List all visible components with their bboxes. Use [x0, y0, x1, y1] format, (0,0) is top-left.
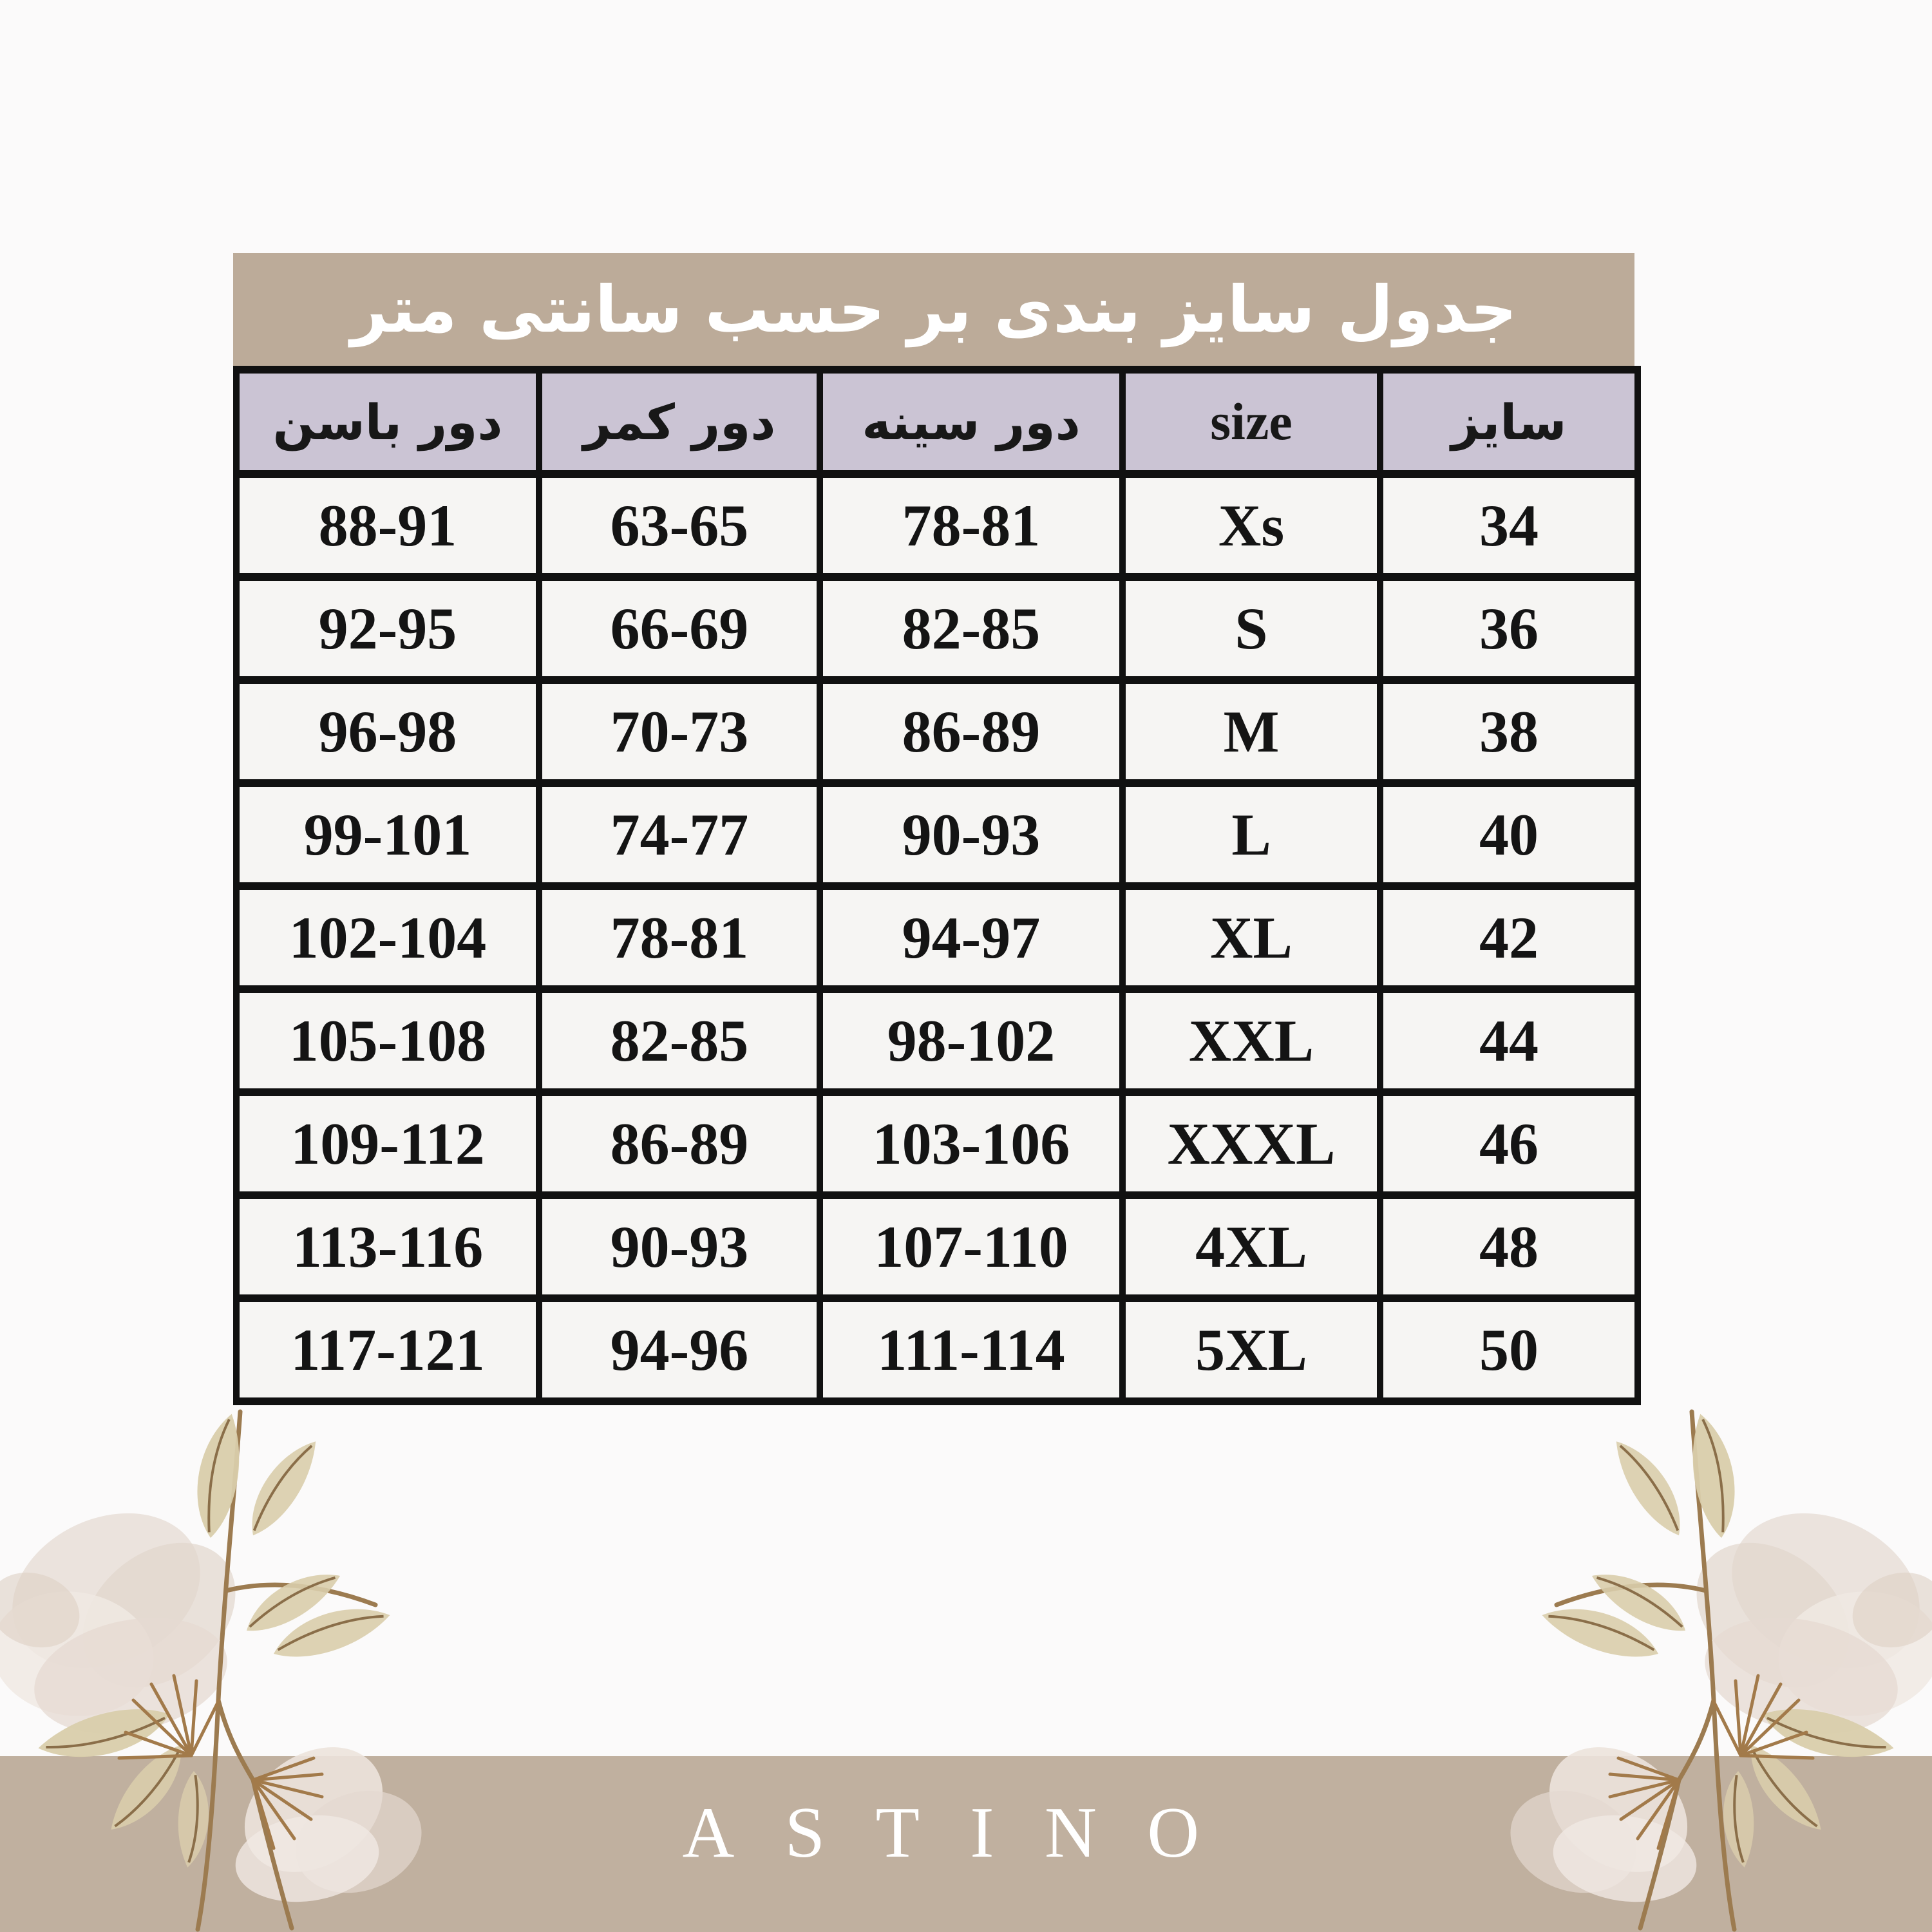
cell-chest: 90-93 [817, 779, 1126, 890]
cell-hips: 113-116 [233, 1191, 542, 1302]
cell-size_en: L [1119, 779, 1383, 890]
cell-size_en: S [1119, 573, 1383, 684]
cell-waist: 63-65 [536, 470, 823, 581]
cell-chest: 103-106 [817, 1088, 1126, 1199]
cell-waist: 94-96 [536, 1294, 823, 1405]
cell-size_fa: 38 [1377, 676, 1641, 787]
cell-size_en: XXXL [1119, 1088, 1383, 1199]
cell-hips: 88-91 [233, 470, 542, 581]
cell-size_fa: 50 [1377, 1294, 1641, 1405]
column-header-waist: دور کمر [536, 366, 823, 478]
table-row: 88-91 63-65 78-81 Xs 34 [233, 470, 1641, 581]
cell-size_fa: 34 [1377, 470, 1641, 581]
cell-hips: 99-101 [233, 779, 542, 890]
cell-size_fa: 48 [1377, 1191, 1641, 1302]
cell-size_en: 4XL [1119, 1191, 1383, 1302]
table-row: 113-116 90-93 107-110 4XL 48 [233, 1191, 1641, 1302]
column-header-hips: دور باسن [233, 366, 542, 478]
cell-hips: 109-112 [233, 1088, 542, 1199]
column-header-size_fa: سایز [1377, 366, 1641, 478]
cell-size_en: 5XL [1119, 1294, 1383, 1405]
brand-logo: ASTINO [682, 1793, 1250, 1873]
cell-size_fa: 42 [1377, 882, 1641, 993]
cell-waist: 90-93 [536, 1191, 823, 1302]
cell-size_fa: 44 [1377, 985, 1641, 1096]
table-row: 92-95 66-69 82-85 S 36 [233, 573, 1641, 684]
table-row: 96-98 70-73 86-89 M 38 [233, 676, 1641, 787]
cell-waist: 82-85 [536, 985, 823, 1096]
cell-hips: 117-121 [233, 1294, 542, 1405]
table-row: 117-121 94-96 111-114 5XL 50 [233, 1294, 1641, 1405]
cell-chest: 98-102 [817, 985, 1126, 1096]
flower-petals [0, 1513, 422, 1902]
table-body: 88-91 63-65 78-81 Xs 34 92-95 66-69 82-85 S 36 96-… [233, 470, 1641, 1405]
table-row: 105-108 82-85 98-102 XXL 44 [233, 985, 1641, 1096]
cell-chest: 86-89 [817, 676, 1126, 787]
cell-chest: 111-114 [817, 1294, 1126, 1405]
cell-size_en: XXL [1119, 985, 1383, 1096]
cell-hips: 102-104 [233, 882, 542, 993]
cell-waist: 74-77 [536, 779, 823, 890]
cell-size_fa: 36 [1377, 573, 1641, 684]
cell-waist: 86-89 [536, 1088, 823, 1199]
cell-waist: 66-69 [536, 573, 823, 684]
cell-chest: 94-97 [817, 882, 1126, 993]
cell-waist: 78-81 [536, 882, 823, 993]
table-row: 99-101 74-77 90-93 L 40 [233, 779, 1641, 890]
cell-hips: 105-108 [233, 985, 542, 1096]
column-header-size_en: size [1119, 366, 1383, 478]
flower-leaves [38, 1414, 390, 1868]
table-title: جدول سایز بندی بر حسب سانتی متر [350, 272, 1517, 347]
cell-size_fa: 46 [1377, 1088, 1641, 1199]
table-row: 109-112 86-89 103-106 XXXL 46 [233, 1088, 1641, 1199]
cell-size_en: Xs [1119, 470, 1383, 581]
cell-size_en: M [1119, 676, 1383, 787]
cell-size_fa: 40 [1377, 779, 1641, 890]
flower-sepals [117, 1674, 324, 1850]
table-title-bar: جدول سایز بندی بر حسب سانتی متر [233, 253, 1634, 366]
cell-chest: 107-110 [817, 1191, 1126, 1302]
column-header-chest: دور سینه [817, 366, 1126, 478]
cell-hips: 96-98 [233, 676, 542, 787]
size-chart-table: دور باسن دور کمر دور سینه size سایز 88-91 63-… [233, 366, 1641, 1405]
cell-waist: 70-73 [536, 676, 823, 787]
cell-hips: 92-95 [233, 573, 542, 684]
flower-illustration-left [0, 1409, 422, 1932]
table-header: دور باسن دور کمر دور سینه size سایز [233, 366, 1641, 478]
cell-chest: 82-85 [817, 573, 1126, 684]
table-row: 102-104 78-81 94-97 XL 42 [233, 882, 1641, 993]
header-row: دور باسن دور کمر دور سینه size سایز [233, 366, 1641, 478]
cell-chest: 78-81 [817, 470, 1126, 581]
cell-size_en: XL [1119, 882, 1383, 993]
